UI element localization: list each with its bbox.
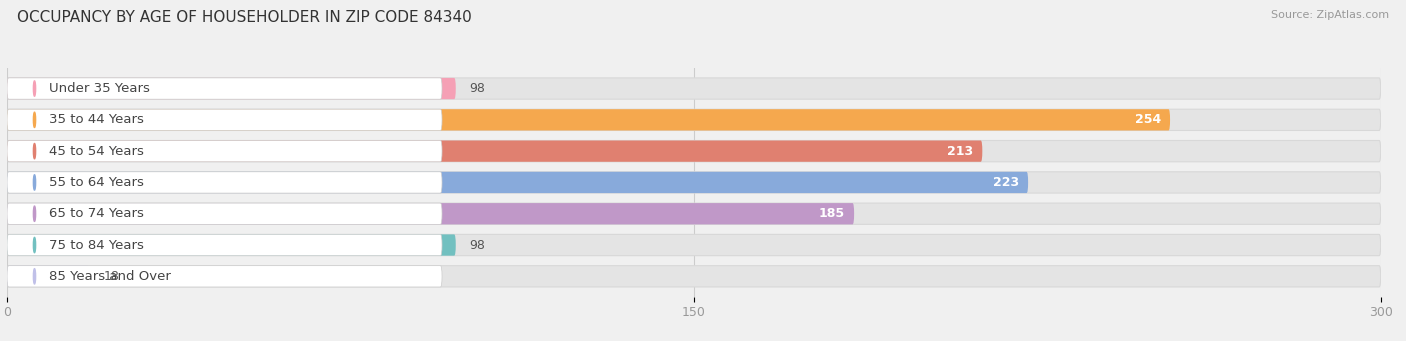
Text: Under 35 Years: Under 35 Years — [49, 82, 150, 95]
Text: 35 to 44 Years: 35 to 44 Years — [49, 113, 145, 126]
FancyBboxPatch shape — [7, 266, 90, 287]
Text: 18: 18 — [103, 270, 120, 283]
FancyBboxPatch shape — [7, 203, 853, 224]
FancyBboxPatch shape — [7, 266, 1381, 287]
Text: 65 to 74 Years: 65 to 74 Years — [49, 207, 145, 220]
Circle shape — [34, 144, 35, 159]
Circle shape — [34, 175, 35, 190]
Text: 75 to 84 Years: 75 to 84 Years — [49, 239, 145, 252]
Text: 223: 223 — [993, 176, 1019, 189]
Circle shape — [34, 112, 35, 128]
Text: 185: 185 — [818, 207, 845, 220]
Text: 55 to 64 Years: 55 to 64 Years — [49, 176, 145, 189]
FancyBboxPatch shape — [7, 140, 441, 162]
Circle shape — [34, 206, 35, 221]
Text: Source: ZipAtlas.com: Source: ZipAtlas.com — [1271, 10, 1389, 20]
FancyBboxPatch shape — [7, 140, 983, 162]
FancyBboxPatch shape — [7, 234, 456, 256]
Text: OCCUPANCY BY AGE OF HOUSEHOLDER IN ZIP CODE 84340: OCCUPANCY BY AGE OF HOUSEHOLDER IN ZIP C… — [17, 10, 471, 25]
FancyBboxPatch shape — [7, 234, 441, 256]
Circle shape — [34, 269, 35, 284]
FancyBboxPatch shape — [7, 78, 441, 99]
FancyBboxPatch shape — [7, 140, 1381, 162]
Text: 85 Years and Over: 85 Years and Over — [49, 270, 172, 283]
FancyBboxPatch shape — [7, 109, 441, 131]
FancyBboxPatch shape — [7, 266, 441, 287]
FancyBboxPatch shape — [7, 78, 456, 99]
Text: 213: 213 — [948, 145, 973, 158]
Text: 45 to 54 Years: 45 to 54 Years — [49, 145, 145, 158]
Text: 98: 98 — [470, 82, 485, 95]
FancyBboxPatch shape — [7, 78, 1381, 99]
FancyBboxPatch shape — [7, 172, 1028, 193]
Text: 98: 98 — [470, 239, 485, 252]
FancyBboxPatch shape — [7, 109, 1170, 131]
FancyBboxPatch shape — [7, 234, 1381, 256]
Circle shape — [34, 81, 35, 96]
FancyBboxPatch shape — [7, 172, 1381, 193]
FancyBboxPatch shape — [7, 109, 1381, 131]
FancyBboxPatch shape — [7, 203, 441, 224]
Circle shape — [34, 237, 35, 253]
FancyBboxPatch shape — [7, 203, 1381, 224]
Text: 254: 254 — [1135, 113, 1161, 126]
FancyBboxPatch shape — [7, 172, 441, 193]
